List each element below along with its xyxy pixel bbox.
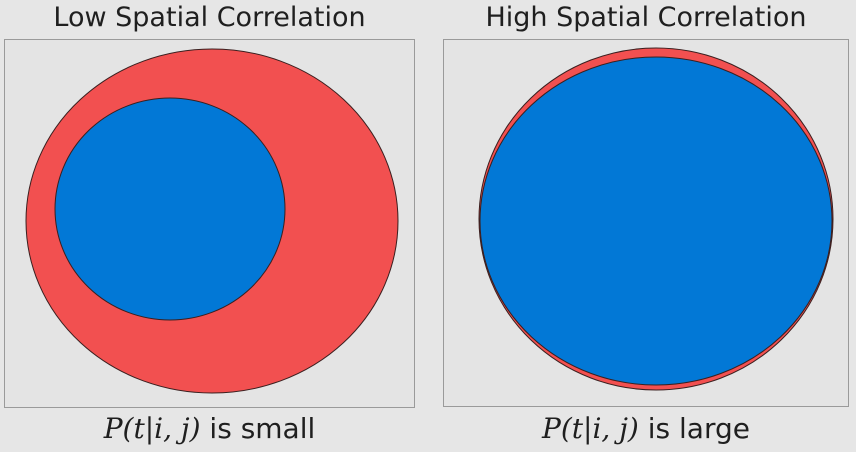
high-correlation-title: High Spatial Correlation xyxy=(485,2,807,33)
probability-expression: P(t|i, j) xyxy=(103,412,201,445)
caption-text: is large xyxy=(647,412,750,445)
low-correlation-title: Low Spatial Correlation xyxy=(53,2,366,33)
high-correlation-inner-ellipse xyxy=(479,56,833,386)
high-correlation-caption: P(t|i, j) is large xyxy=(443,409,849,449)
caption-text: is small xyxy=(209,412,316,445)
low-correlation-caption: P(t|i, j) is small xyxy=(4,409,415,449)
low-correlation-inner-ellipse xyxy=(54,97,286,321)
probability-expression: P(t|i, j) xyxy=(542,412,639,445)
